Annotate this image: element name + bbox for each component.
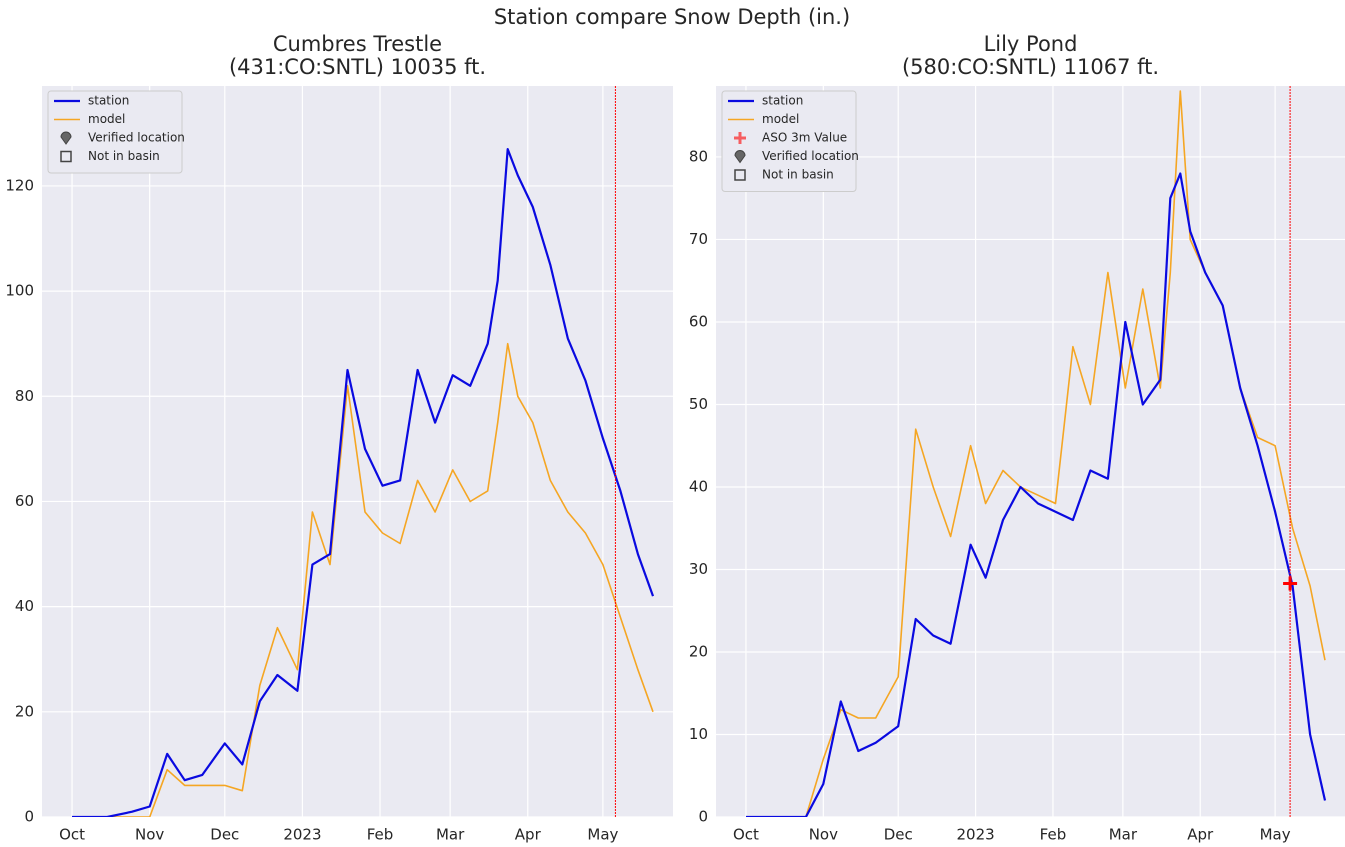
x-tick-label: Apr (515, 826, 542, 844)
y-tick-label: 80 (15, 387, 34, 405)
legend-swatch (734, 132, 746, 144)
x-tick-label: Dec (210, 826, 239, 844)
x-tick-label: Dec (884, 826, 913, 844)
y-tick-label: 120 (5, 176, 34, 194)
legend-swatch (60, 131, 72, 145)
x-tick-label: Feb (1040, 826, 1067, 844)
x-tick-label: 2023 (283, 826, 321, 844)
subplot-title: Cumbres Trestle (273, 32, 442, 56)
y-tick-label: 20 (15, 702, 34, 720)
y-tick-label: 40 (15, 597, 34, 615)
x-tick-label: May (1260, 826, 1291, 844)
legend-label: ASO 3m Value (762, 131, 847, 145)
plot-area (42, 86, 673, 817)
legend-swatch (60, 150, 72, 163)
legend-label: Not in basin (88, 149, 160, 163)
legend-swatch (734, 169, 746, 181)
x-tick-label: Mar (1109, 826, 1138, 844)
y-tick-label: 100 (5, 282, 34, 300)
plot-layer (746, 86, 1327, 817)
subplot-subtitle: (431:CO:SNTL) 10035 ft. (229, 55, 486, 79)
legend-box (721, 90, 857, 192)
x-tick-label: Mar (436, 826, 465, 844)
y-tick-label: 60 (15, 492, 34, 510)
subplot-subtitle: (580:CO:SNTL) 11067 ft. (902, 55, 1159, 79)
x-tick-label: May (587, 826, 618, 844)
y-tick-label: 60 (689, 312, 708, 330)
legend-label: Verified location (88, 131, 185, 145)
y-tick-label: 0 (24, 808, 34, 826)
legend-label: model (762, 112, 799, 126)
legend-label: model (88, 112, 125, 126)
y-tick-label: 0 (698, 808, 708, 826)
x-tick-label: Nov (809, 826, 838, 844)
y-tick-label: 20 (689, 642, 708, 660)
plot-area (716, 86, 1345, 817)
suptitle: Station compare Snow Depth (in.) (494, 5, 850, 29)
y-tick-label: 30 (689, 560, 708, 578)
legend-swatch (734, 150, 746, 164)
x-tick-label: Nov (135, 826, 164, 844)
x-tick-label: Apr (1187, 826, 1214, 844)
x-tick-label: Oct (733, 826, 759, 844)
legend-label: Verified location (762, 149, 859, 163)
series-line (72, 148, 655, 817)
x-tick-label: 2023 (956, 826, 994, 844)
x-tick-label: Feb (367, 826, 394, 844)
legend-label: Not in basin (762, 168, 834, 182)
legend-box (47, 90, 183, 174)
plot-layer (72, 86, 655, 817)
aso-point (1283, 576, 1298, 591)
series-line (72, 342, 654, 817)
y-tick-label: 50 (689, 395, 708, 413)
y-tick-label: 70 (689, 230, 708, 248)
subplot-title: Lily Pond (984, 32, 1078, 56)
y-tick-label: 10 (689, 725, 708, 743)
y-tick-label: 80 (689, 147, 708, 165)
series-line (746, 172, 1327, 817)
y-tick-label: 40 (689, 477, 708, 495)
legend-label: station (88, 94, 129, 108)
x-tick-label: Oct (59, 826, 85, 844)
legend-label: station (762, 94, 803, 108)
